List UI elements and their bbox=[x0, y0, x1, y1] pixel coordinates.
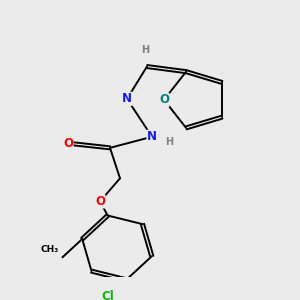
Text: O: O bbox=[95, 195, 105, 208]
Text: O: O bbox=[63, 137, 73, 150]
Text: Cl: Cl bbox=[102, 290, 114, 300]
Text: N: N bbox=[122, 92, 132, 105]
Text: H: H bbox=[165, 137, 173, 147]
Text: N: N bbox=[147, 130, 157, 143]
Text: H: H bbox=[141, 45, 149, 55]
Text: O: O bbox=[159, 93, 169, 106]
Text: CH₃: CH₃ bbox=[40, 244, 58, 253]
